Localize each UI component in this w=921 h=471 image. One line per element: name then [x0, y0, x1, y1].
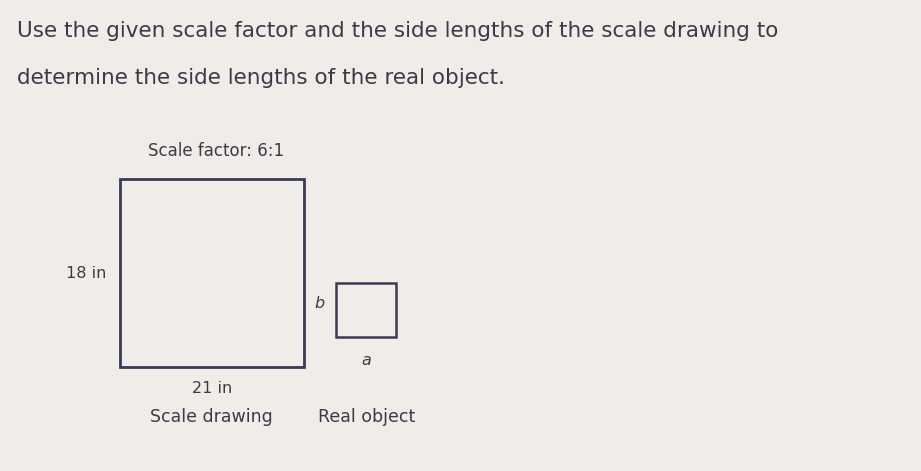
Text: determine the side lengths of the real object.: determine the side lengths of the real o…	[17, 68, 505, 88]
Text: 18 in: 18 in	[65, 266, 106, 281]
Bar	[120, 179, 304, 367]
Text: Scale drawing: Scale drawing	[150, 408, 274, 426]
Text: b: b	[314, 296, 324, 311]
Text: 21 in: 21 in	[192, 381, 232, 396]
Text: Scale factor: 6:1: Scale factor: 6:1	[148, 142, 285, 160]
Text: Real object: Real object	[318, 408, 415, 426]
Bar	[336, 283, 396, 337]
Text: a: a	[362, 353, 371, 368]
Text: Use the given scale factor and the side lengths of the scale drawing to: Use the given scale factor and the side …	[17, 21, 778, 41]
